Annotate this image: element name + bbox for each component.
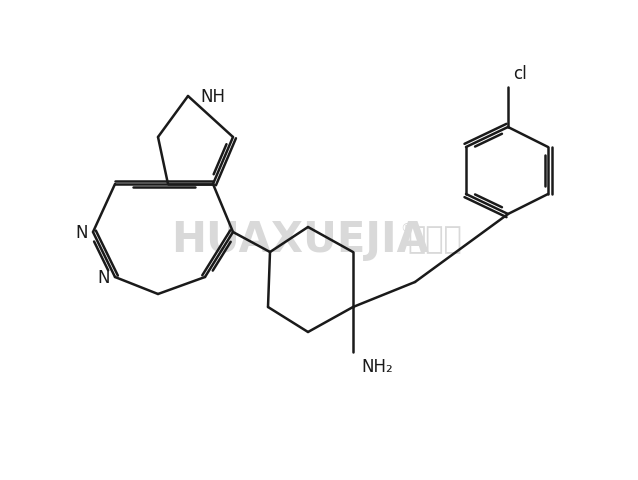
Text: cl: cl: [513, 65, 527, 83]
Text: N: N: [98, 268, 110, 287]
Text: ®: ®: [400, 222, 412, 235]
Text: N: N: [75, 224, 88, 241]
Text: NH: NH: [200, 88, 225, 106]
Text: HUAXUEJIA: HUAXUEJIA: [171, 218, 429, 261]
Text: 化学加: 化学加: [408, 225, 463, 254]
Text: NH₂: NH₂: [361, 357, 393, 375]
